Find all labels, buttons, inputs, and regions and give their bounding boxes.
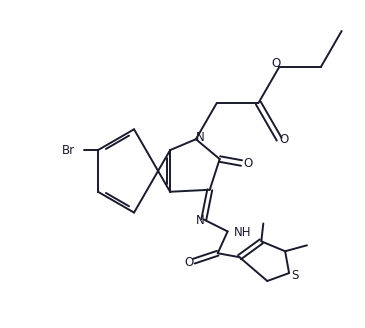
Text: NH: NH bbox=[234, 226, 251, 239]
Text: S: S bbox=[291, 269, 299, 281]
Text: N: N bbox=[196, 131, 204, 144]
Text: N: N bbox=[196, 214, 204, 227]
Text: O: O bbox=[280, 133, 289, 146]
Text: O: O bbox=[272, 57, 281, 70]
Text: O: O bbox=[244, 156, 253, 170]
Text: O: O bbox=[184, 256, 193, 269]
Text: Br: Br bbox=[62, 144, 75, 156]
